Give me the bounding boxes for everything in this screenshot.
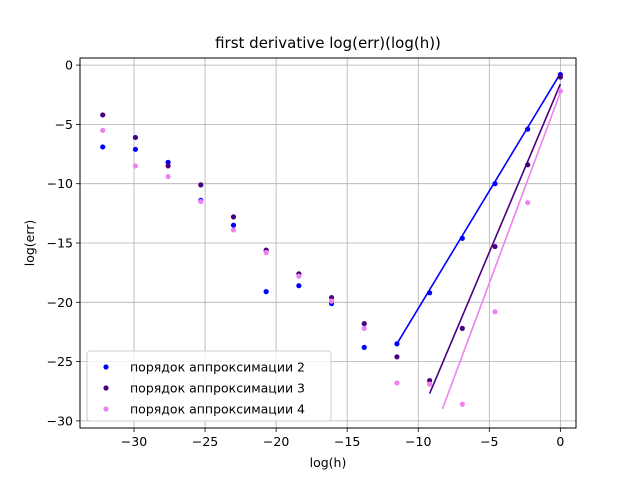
fit-line-series-4 xyxy=(441,92,562,410)
data-point-series-2 xyxy=(100,144,106,150)
legend: порядок аппроксимации 2 порядок аппроксим… xyxy=(86,350,332,422)
data-point-series-2 xyxy=(165,159,171,165)
data-point-series-4 xyxy=(328,298,335,304)
data-point-series-4 xyxy=(230,227,237,233)
x-tick-label: −10 xyxy=(405,434,431,449)
data-point-series-3 xyxy=(492,243,498,250)
data-point-series-4 xyxy=(492,309,498,315)
x-tick-label: −30 xyxy=(121,434,147,449)
x-tick-label: −20 xyxy=(263,434,289,449)
data-point-series-4 xyxy=(296,273,302,279)
y-tick-label: −10 xyxy=(47,176,73,191)
data-point-series-4 xyxy=(263,249,269,256)
data-point-series-4 xyxy=(100,127,106,133)
legend-marker xyxy=(103,406,109,412)
data-point-series-3 xyxy=(427,377,433,384)
legend-marker xyxy=(103,364,109,370)
data-point-series-4 xyxy=(361,325,367,331)
data-points xyxy=(100,72,563,407)
data-point-series-3 xyxy=(132,134,139,141)
data-point-series-2 xyxy=(263,289,269,295)
data-point-series-3 xyxy=(525,162,531,168)
legend-box xyxy=(86,350,332,422)
data-point-series-3 xyxy=(328,294,335,301)
x-tick-label: −25 xyxy=(192,434,218,449)
legend-marker xyxy=(103,385,109,391)
y-tick-label: −15 xyxy=(47,236,73,251)
y-axis-label: log(err) xyxy=(22,220,37,267)
data-point-series-3 xyxy=(100,112,106,118)
data-point-series-2 xyxy=(394,341,400,347)
data-point-series-2 xyxy=(492,181,498,187)
legend-label: порядок аппроксимации 4 xyxy=(130,402,305,417)
data-point-series-4 xyxy=(394,380,400,386)
x-tick-label: 0 xyxy=(556,434,564,449)
y-tick-label: −5 xyxy=(55,117,73,132)
data-point-series-4 xyxy=(459,401,465,407)
fit-lines xyxy=(396,73,562,410)
data-point-series-2 xyxy=(296,283,302,289)
data-point-series-2 xyxy=(427,290,433,296)
data-point-series-4 xyxy=(557,88,563,94)
y-tick-label: −20 xyxy=(47,295,73,310)
data-point-series-2 xyxy=(132,146,139,152)
y-tick-label: 0 xyxy=(65,58,73,73)
x-tick-label: −5 xyxy=(480,434,498,449)
data-point-series-2 xyxy=(361,344,367,350)
y-tick-label: −30 xyxy=(47,413,73,428)
fit-line-series-3 xyxy=(428,83,562,394)
data-point-series-4 xyxy=(132,163,139,169)
data-point-series-3 xyxy=(165,163,171,169)
data-point-series-4 xyxy=(165,173,171,180)
x-axis-label: log(h) xyxy=(310,455,347,470)
data-point-series-4 xyxy=(525,200,531,206)
data-point-series-2 xyxy=(230,222,237,228)
data-point-series-4 xyxy=(427,381,433,387)
data-point-series-3 xyxy=(557,74,563,80)
x-tick-label: −15 xyxy=(334,434,360,449)
chart-title: first derivative log(err)(log(h)) xyxy=(215,34,441,52)
data-point-series-2 xyxy=(525,126,531,132)
data-point-series-3 xyxy=(459,325,465,331)
legend-label: порядок аппроксимации 2 xyxy=(130,360,305,375)
legend-label: порядок аппроксимации 3 xyxy=(130,381,305,396)
data-point-series-3 xyxy=(394,354,400,360)
fit-line-series-2 xyxy=(396,73,562,345)
data-point-series-2 xyxy=(459,235,465,241)
data-point-series-3 xyxy=(361,321,367,327)
data-point-series-3 xyxy=(230,214,237,220)
data-point-series-3 xyxy=(198,182,204,188)
data-point-series-4 xyxy=(198,198,204,205)
ticks: −30 −25 −20 −15 −10 −5 0 0 −5 −10 −15 −20 −25 −30 xyxy=(47,58,565,449)
y-tick-label: −25 xyxy=(47,354,73,369)
